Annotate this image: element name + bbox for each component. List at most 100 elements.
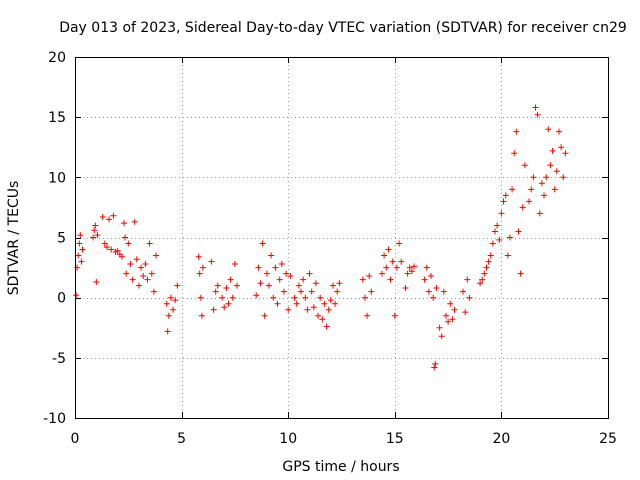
data-point — [293, 300, 300, 307]
data-point — [379, 270, 385, 277]
data-point — [79, 246, 86, 253]
x-axis-label: GPS time / hours — [282, 459, 399, 475]
data-point — [536, 210, 543, 217]
data-point — [259, 240, 266, 247]
y-tick-label: 20 — [48, 50, 66, 66]
x-tick-label: 15 — [386, 431, 404, 447]
y-tick-label: -5 — [52, 351, 66, 367]
data-points — [73, 104, 569, 371]
data-point — [146, 240, 153, 247]
y-axis-label: SDTVAR / TECUs — [6, 181, 22, 296]
data-point — [462, 309, 469, 316]
data-point — [436, 324, 443, 331]
data-point — [291, 294, 298, 301]
data-point — [411, 263, 417, 270]
data-point — [443, 312, 449, 319]
data-point — [551, 186, 558, 193]
data-point — [325, 306, 332, 313]
data-point — [229, 294, 236, 301]
chart-title: Day 013 of 2023, Sidereal Day-to-day VTE… — [59, 20, 627, 36]
data-point — [129, 276, 136, 283]
data-point — [164, 328, 171, 335]
data-point — [263, 270, 270, 277]
y-tick-label: -10 — [43, 411, 66, 427]
data-point — [170, 306, 177, 313]
y-tick-labels: -10 -5 0 5 10 15 20 — [43, 50, 66, 427]
data-point — [196, 270, 203, 277]
data-point — [214, 282, 221, 289]
data-point — [73, 292, 80, 299]
data-point — [402, 285, 409, 291]
data-point — [513, 128, 520, 135]
data-point — [556, 128, 562, 135]
data-point — [234, 282, 240, 289]
data-point — [172, 297, 179, 304]
data-point — [492, 228, 498, 235]
data-point — [312, 280, 319, 287]
data-point — [99, 214, 106, 220]
data-point — [231, 261, 238, 267]
data-point — [451, 306, 458, 313]
data-point — [393, 264, 400, 271]
data-point — [543, 174, 550, 181]
data-point — [519, 204, 526, 211]
data-point — [298, 288, 304, 295]
data-point — [408, 268, 415, 275]
data-point — [438, 333, 445, 340]
data-point — [274, 300, 281, 307]
axis-ticks — [75, 57, 609, 419]
data-point — [383, 264, 390, 271]
data-point — [304, 306, 311, 313]
data-point — [153, 252, 159, 259]
data-point — [500, 198, 507, 205]
data-point — [433, 285, 440, 291]
data-point — [532, 104, 539, 111]
data-point — [315, 312, 321, 319]
data-point — [268, 252, 275, 259]
data-point — [558, 144, 565, 151]
data-point — [560, 174, 567, 181]
data-point — [509, 186, 516, 193]
data-point — [210, 306, 217, 313]
data-point — [270, 294, 277, 301]
data-point — [332, 300, 339, 307]
data-point — [487, 252, 494, 259]
data-point — [199, 264, 206, 271]
data-point — [460, 288, 466, 295]
data-point — [91, 227, 98, 234]
data-point — [255, 264, 262, 271]
data-point — [308, 288, 315, 295]
data-point — [502, 192, 509, 199]
data-point — [440, 288, 447, 295]
data-point — [148, 270, 155, 277]
data-point — [94, 232, 101, 239]
data-point — [221, 304, 228, 311]
data-point — [300, 276, 307, 283]
data-point — [261, 312, 268, 319]
data-point — [396, 240, 403, 247]
data-point — [321, 300, 328, 307]
data-point — [302, 294, 309, 301]
data-point — [423, 264, 430, 271]
data-point — [174, 282, 181, 289]
data-point — [104, 244, 110, 251]
data-point — [283, 270, 290, 277]
data-point — [138, 264, 145, 271]
data-point — [285, 306, 292, 313]
data-point — [545, 126, 552, 133]
data-point — [404, 270, 411, 277]
data-point — [140, 273, 147, 279]
data-point — [272, 264, 279, 271]
data-point — [136, 282, 142, 289]
data-point — [167, 294, 174, 301]
data-point — [280, 288, 287, 295]
data-point — [150, 288, 157, 295]
data-point — [266, 282, 272, 289]
data-point — [287, 273, 294, 279]
data-point — [385, 246, 392, 253]
data-point — [515, 228, 522, 235]
data-point — [359, 276, 366, 283]
data-point — [391, 312, 398, 319]
data-point — [538, 180, 545, 187]
